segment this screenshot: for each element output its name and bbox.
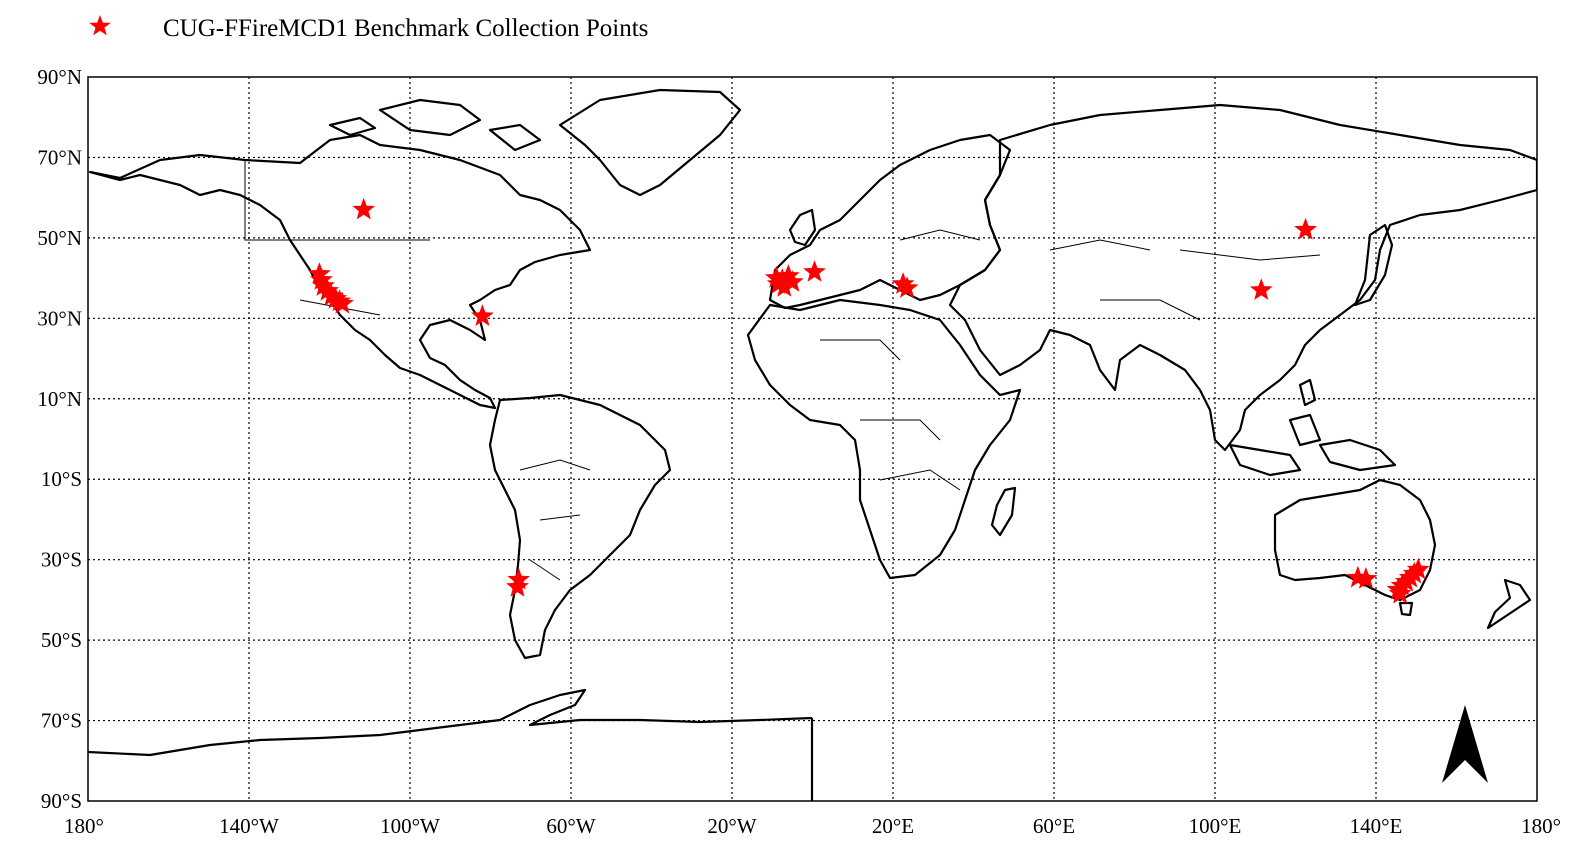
lon-tick-label: 60°W [546, 814, 595, 838]
lon-tick-label: 100°W [380, 814, 440, 838]
australia-coast [1273, 478, 1437, 602]
legend-label: CUG-FFireMCD1 Benchmark Collection Point… [163, 15, 648, 42]
collection-point-star-icon [310, 268, 333, 290]
collection-point-star-icon [312, 274, 335, 296]
lon-tick-label: 60°E [1033, 814, 1075, 838]
greenland-coast [558, 88, 742, 197]
europe-coast [768, 133, 1012, 310]
legend: CUG-FFireMCD1 Benchmark Collection Point… [89, 15, 648, 42]
madagascar-coast [990, 486, 1017, 537]
lon-tick-label: 20°E [872, 814, 914, 838]
lat-tick-label: 50°S [41, 628, 82, 652]
collection-point-star-icon [1249, 278, 1273, 300]
lon-tick-label: 180° [64, 814, 104, 838]
collection-point-star-icon [781, 270, 804, 292]
japan-coast [1353, 223, 1394, 307]
lon-tick-label: 100°E [1189, 814, 1242, 838]
collection-point-star-icon [895, 276, 919, 298]
lat-tick-label: 30°S [41, 548, 82, 572]
lat-tick-label: 10°S [41, 467, 82, 491]
latitude-labels: 90°N 70°N 50°N 30°N 10°N 10°S 30°S 50°S 70°S 90°S [37, 65, 82, 813]
legend-star-icon [89, 15, 111, 36]
lat-tick-label: 70°S [41, 709, 82, 733]
asia-coast [948, 103, 1537, 452]
uk-coast [788, 208, 817, 247]
north-arrow-icon [1442, 705, 1488, 783]
lat-tick-label: 50°N [37, 226, 82, 250]
collection-point-star-icon [803, 260, 826, 282]
collection-points [308, 197, 1430, 604]
map-frame [87, 76, 1538, 802]
tasmania-coast [1398, 601, 1414, 617]
land-layer [88, 88, 1537, 801]
collection-point-star-icon [1406, 557, 1430, 580]
lon-tick-label: 20°W [707, 814, 756, 838]
lon-tick-label: 140°E [1350, 814, 1403, 838]
collection-point-star-icon [331, 291, 354, 314]
lat-tick-label: 10°N [37, 387, 82, 411]
southeast-asia-islands-coast [1228, 378, 1397, 477]
collection-point-star-icon [772, 275, 796, 297]
lon-tick-label: 180° [1521, 814, 1561, 838]
collection-point-star-icon [1388, 581, 1412, 604]
new-zealand-coast [1486, 578, 1532, 630]
antarctica-coast [88, 688, 813, 757]
collection-point-star-icon [506, 575, 529, 597]
collection-point-star-icon [352, 197, 376, 220]
africa-coast [746, 298, 1022, 580]
south-america-coast [488, 393, 672, 660]
arctic-islands-coast [328, 98, 542, 152]
collection-point-star-icon [1294, 217, 1317, 240]
collection-point-star-icon [308, 262, 331, 284]
north-america-coast [88, 133, 592, 410]
lat-tick-label: 90°S [41, 789, 82, 813]
lon-tick-label: 140°W [219, 814, 279, 838]
collection-point-star-icon [776, 264, 800, 286]
collection-point-star-icon [891, 272, 915, 294]
gridlines [88, 77, 1537, 801]
collection-point-star-icon [471, 304, 494, 326]
lat-tick-label: 70°N [37, 145, 82, 169]
lat-tick-label: 90°N [37, 65, 82, 89]
collection-point-star-icon [316, 279, 339, 301]
longitude-labels: 180° 140°W 100°W 60°W 20°W 20°E 60°E 100°E 140°E… [64, 814, 1561, 838]
collection-point-star-icon [1354, 567, 1378, 589]
lat-tick-label: 30°N [37, 306, 82, 330]
